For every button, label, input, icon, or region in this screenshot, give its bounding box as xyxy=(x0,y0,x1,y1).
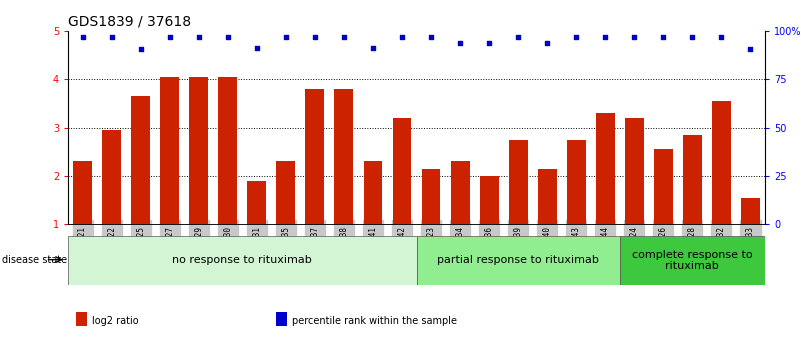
Bar xyxy=(68,236,417,285)
Bar xyxy=(625,118,644,224)
Bar xyxy=(421,169,441,224)
Point xyxy=(686,34,698,40)
Bar xyxy=(480,176,498,224)
Bar xyxy=(276,161,296,224)
Point xyxy=(337,34,350,40)
Point xyxy=(280,34,292,40)
Bar xyxy=(417,236,620,285)
Bar xyxy=(305,89,324,224)
Bar xyxy=(131,96,150,224)
Point xyxy=(715,34,728,40)
Bar xyxy=(103,130,121,224)
Bar xyxy=(712,101,731,224)
Point xyxy=(453,40,466,46)
Point xyxy=(425,34,437,40)
Bar xyxy=(189,77,208,224)
Text: GDS1839 / 37618: GDS1839 / 37618 xyxy=(68,14,191,29)
Bar xyxy=(509,140,528,224)
Point xyxy=(599,34,612,40)
Point xyxy=(163,34,176,40)
Point xyxy=(105,34,118,40)
Bar xyxy=(248,181,266,224)
Bar xyxy=(537,169,557,224)
Bar xyxy=(741,198,760,224)
Point xyxy=(396,34,409,40)
Point xyxy=(744,47,757,52)
Text: percentile rank within the sample: percentile rank within the sample xyxy=(292,316,457,326)
Bar xyxy=(219,77,237,224)
Bar xyxy=(620,236,765,285)
Bar xyxy=(654,149,673,224)
Point xyxy=(483,40,496,46)
Bar xyxy=(683,135,702,224)
Text: no response to rituximab: no response to rituximab xyxy=(172,256,312,265)
Bar xyxy=(567,140,586,224)
Text: partial response to rituximab: partial response to rituximab xyxy=(437,256,599,265)
Point xyxy=(308,34,321,40)
Bar xyxy=(596,113,614,224)
Text: disease state: disease state xyxy=(2,256,66,265)
Bar xyxy=(335,89,353,224)
Bar xyxy=(451,161,469,224)
Bar xyxy=(160,77,179,224)
Point xyxy=(657,34,670,40)
Point xyxy=(367,45,380,51)
Point xyxy=(570,34,582,40)
Text: complete response to
rituximab: complete response to rituximab xyxy=(632,250,753,271)
Point xyxy=(221,34,234,40)
Point xyxy=(541,40,553,46)
Text: log2 ratio: log2 ratio xyxy=(92,316,139,326)
Point xyxy=(76,34,89,40)
Point xyxy=(251,45,264,51)
Point xyxy=(192,34,205,40)
Bar xyxy=(364,161,382,224)
Bar xyxy=(73,161,92,224)
Point xyxy=(628,34,641,40)
Point xyxy=(512,34,525,40)
Point xyxy=(135,47,147,52)
Bar xyxy=(392,118,412,224)
